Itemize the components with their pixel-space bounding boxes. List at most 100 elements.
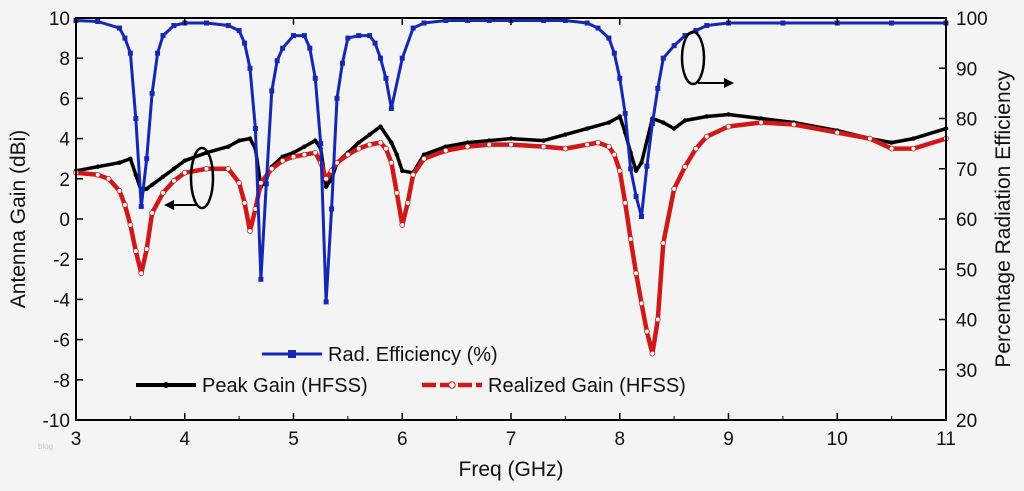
data-point xyxy=(682,118,688,123)
data-point xyxy=(910,145,917,152)
data-point xyxy=(660,55,666,61)
data-point xyxy=(443,144,448,149)
data-point xyxy=(116,188,123,194)
data-point xyxy=(394,152,400,157)
data-point xyxy=(122,35,128,41)
data-point xyxy=(682,163,688,170)
y-tick-label: -4 xyxy=(53,290,70,311)
data-point xyxy=(372,40,378,46)
data-point xyxy=(584,141,590,148)
data-point xyxy=(703,133,710,140)
data-point xyxy=(133,172,139,177)
data-point xyxy=(127,222,134,228)
data-point xyxy=(312,75,318,81)
data-point xyxy=(487,138,492,143)
legend-item-realized-gain: Realized Gain (HFSS) xyxy=(422,375,686,397)
data-point xyxy=(595,139,601,146)
series-realized-gain-hfss xyxy=(73,119,949,357)
data-point xyxy=(627,236,634,242)
data-point xyxy=(628,166,634,172)
data-point xyxy=(655,85,661,91)
watermark: blog xyxy=(38,442,53,451)
y-axis-left: -10 -8 -6 -4 -2 0 2 4 6 8 10 xyxy=(43,9,83,432)
data-point xyxy=(128,156,133,161)
right-axis-annotation xyxy=(680,30,734,88)
x-axis: 3 4 5 6 7 8 9 10 11 xyxy=(71,18,956,450)
data-point xyxy=(421,20,427,26)
data-point xyxy=(562,18,568,24)
data-point xyxy=(291,33,296,39)
data-point xyxy=(323,184,329,190)
data-point xyxy=(541,138,546,143)
y-tick-label: 6 xyxy=(59,89,70,110)
data-point xyxy=(725,123,732,130)
data-point xyxy=(383,145,389,152)
data-point xyxy=(160,190,166,196)
y2-tick-label: 70 xyxy=(956,160,977,181)
data-point xyxy=(133,248,139,254)
data-point xyxy=(622,110,628,116)
data-point xyxy=(291,150,296,155)
data-point xyxy=(122,202,128,208)
data-point xyxy=(595,25,601,31)
data-point xyxy=(378,55,383,61)
data-point xyxy=(117,160,122,165)
data-point xyxy=(834,129,841,136)
data-point xyxy=(144,156,150,162)
data-point xyxy=(226,144,231,149)
data-point xyxy=(258,276,264,282)
data-point xyxy=(649,121,655,127)
data-point xyxy=(421,155,427,162)
data-point xyxy=(171,23,177,29)
data-point xyxy=(367,33,373,39)
data-point xyxy=(633,193,639,199)
data-point xyxy=(638,300,645,307)
y2-tick-label: 100 xyxy=(956,9,988,30)
data-point xyxy=(252,126,258,132)
data-point xyxy=(726,112,731,117)
data-point xyxy=(269,88,275,94)
x-tick-label: 6 xyxy=(397,429,408,450)
data-point xyxy=(399,222,406,228)
data-point xyxy=(442,147,449,154)
y-axis-right: 20 30 40 50 60 70 80 90 100 xyxy=(939,9,988,432)
data-point xyxy=(280,45,286,51)
y-tick-label: 0 xyxy=(59,210,70,231)
data-point xyxy=(617,114,622,119)
data-point xyxy=(236,28,242,34)
data-point xyxy=(171,166,177,171)
y2-tick-label: 40 xyxy=(956,311,977,332)
data-point xyxy=(611,151,618,158)
data-point xyxy=(247,228,253,234)
data-point xyxy=(312,149,319,156)
data-point xyxy=(302,144,307,149)
data-point xyxy=(117,25,122,31)
x-axis-title: Freq (GHz) xyxy=(459,458,564,481)
data-point xyxy=(508,136,514,141)
data-point xyxy=(540,143,547,150)
data-point xyxy=(307,45,313,51)
data-point xyxy=(280,154,285,159)
x-tick-label: 4 xyxy=(179,429,190,450)
data-point xyxy=(94,171,101,178)
legend-item-efficiency: Rad. Efficiency (%) xyxy=(262,344,498,366)
data-point xyxy=(366,141,373,148)
data-point xyxy=(383,75,389,81)
data-point xyxy=(758,119,764,126)
data-point xyxy=(355,145,362,152)
data-point xyxy=(644,328,650,335)
data-point xyxy=(693,28,699,34)
data-point xyxy=(780,20,786,26)
legend: Rad. Efficiency (%) Peak Gain (HFSS) Rea… xyxy=(136,344,686,397)
y2-tick-label: 50 xyxy=(956,260,977,281)
data-point xyxy=(149,182,155,188)
legend-label-realized-gain: Realized Gain (HFSS) xyxy=(488,375,686,397)
data-point xyxy=(649,350,656,357)
data-point xyxy=(671,43,677,49)
data-point xyxy=(247,65,253,71)
data-point xyxy=(138,270,145,277)
data-point xyxy=(633,270,639,277)
data-point xyxy=(242,40,248,46)
data-point xyxy=(268,165,275,172)
data-point xyxy=(95,19,101,25)
